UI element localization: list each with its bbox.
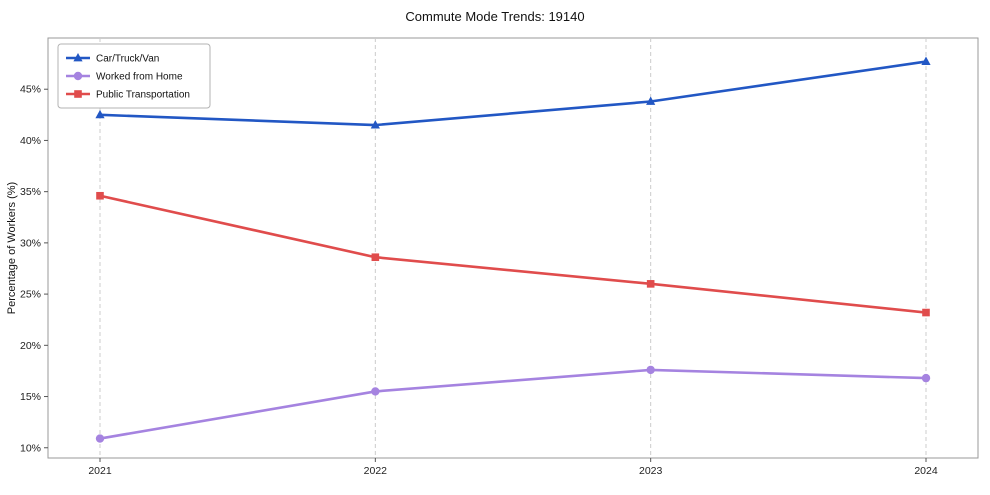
series-lines bbox=[95, 56, 931, 443]
marker-triangle-icon bbox=[646, 96, 656, 105]
marker-circle-icon bbox=[921, 373, 931, 383]
marker-triangle-icon bbox=[921, 56, 931, 65]
y-tick-label: 10% bbox=[20, 442, 41, 454]
chart-title: Commute Mode Trends: 19140 bbox=[405, 9, 584, 24]
series-car-truck-van bbox=[95, 56, 931, 129]
y-tick-label: 45% bbox=[20, 84, 41, 96]
series-line bbox=[98, 368, 928, 440]
legend-box bbox=[57, 43, 211, 109]
series-line bbox=[98, 194, 928, 314]
marker-circle-icon bbox=[73, 71, 83, 81]
x-tick-label: 2021 bbox=[88, 465, 112, 477]
y-tick-label: 25% bbox=[20, 289, 41, 301]
marker-triangle-icon bbox=[370, 120, 380, 129]
marker-square-icon bbox=[74, 90, 82, 98]
marker-square-icon bbox=[922, 308, 930, 317]
marker-circle-icon bbox=[371, 387, 380, 396]
y-axis-label: Percentage of Workers (%) bbox=[6, 182, 18, 314]
legend-label: Public Transportation bbox=[96, 90, 190, 101]
y-tick-label: 20% bbox=[20, 340, 41, 352]
y-tick-label: 15% bbox=[20, 391, 41, 403]
x-tick-label: 2024 bbox=[914, 465, 938, 477]
marker-square-icon bbox=[371, 253, 380, 262]
x-tick-label: 2022 bbox=[364, 465, 388, 477]
y-tick-label: 30% bbox=[20, 237, 41, 249]
y-tick-label: 40% bbox=[20, 135, 41, 147]
marker-circle-icon bbox=[646, 365, 655, 375]
legend-item: Car/Truck/Van bbox=[66, 53, 159, 65]
legend-label: Car/Truck/Van bbox=[96, 54, 159, 65]
marker-triangle-icon bbox=[73, 53, 83, 62]
legend: Car/Truck/Van Worked from Home Public Tran… bbox=[57, 43, 211, 109]
series-public-transportation bbox=[96, 191, 930, 317]
legend-label: Worked from Home bbox=[96, 72, 183, 83]
marker-square-icon bbox=[96, 191, 104, 200]
y-tick-label: 35% bbox=[20, 186, 41, 198]
x-tick-label: 2023 bbox=[639, 465, 663, 477]
legend-item: Worked from Home bbox=[66, 72, 183, 83]
series-worked-from-home bbox=[95, 365, 931, 443]
marker-square-icon bbox=[646, 280, 655, 288]
axis-ticks: 10% 15% 20% 25% 30% 35% 40% 45% 2021 2022 2023 2024 bbox=[20, 84, 938, 477]
legend-item: Public Transportation bbox=[66, 90, 190, 101]
marker-circle-icon bbox=[95, 434, 105, 443]
series-line bbox=[98, 60, 928, 127]
marker-triangle-icon bbox=[95, 109, 105, 119]
